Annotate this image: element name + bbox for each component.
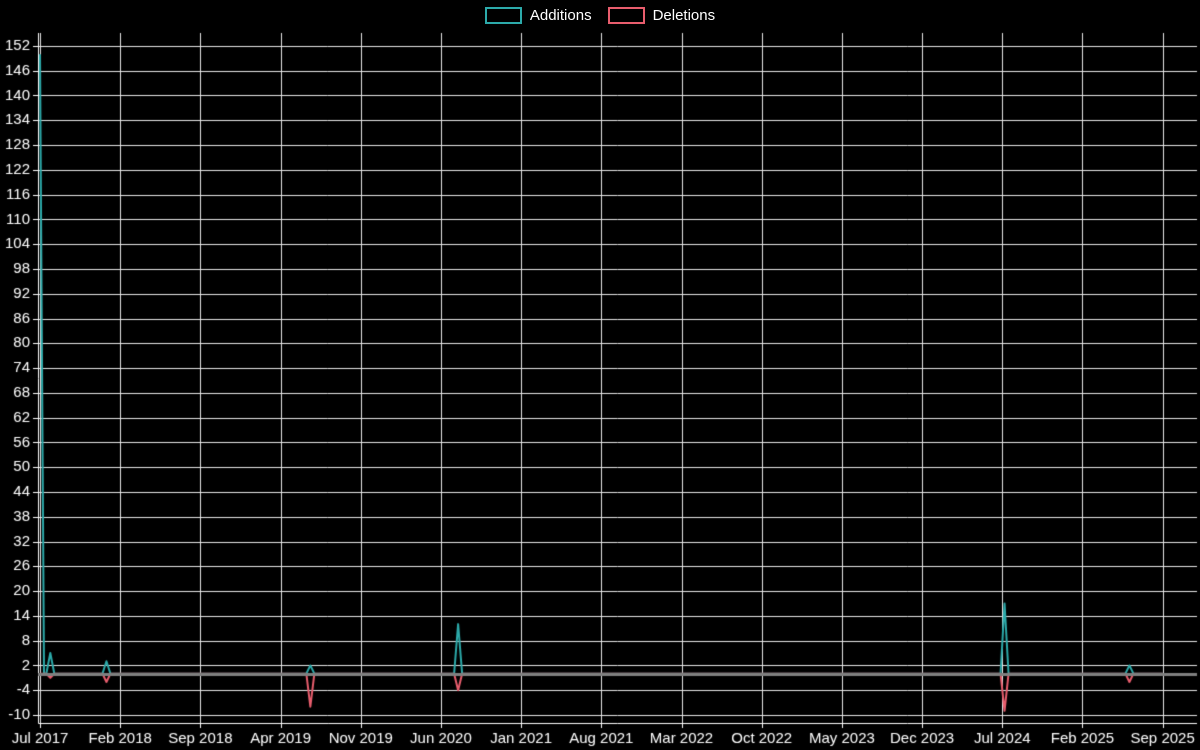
legend-item-deletions[interactable]: Deletions <box>607 7 716 24</box>
legend-label-deletions: Deletions <box>652 7 716 24</box>
additions-swatch <box>484 7 522 24</box>
deletions-swatch <box>607 7 645 24</box>
chart-legend: Additions Deletions <box>0 7 1200 24</box>
legend-label-additions: Additions <box>529 7 592 24</box>
legend-item-additions[interactable]: Additions <box>484 7 592 24</box>
